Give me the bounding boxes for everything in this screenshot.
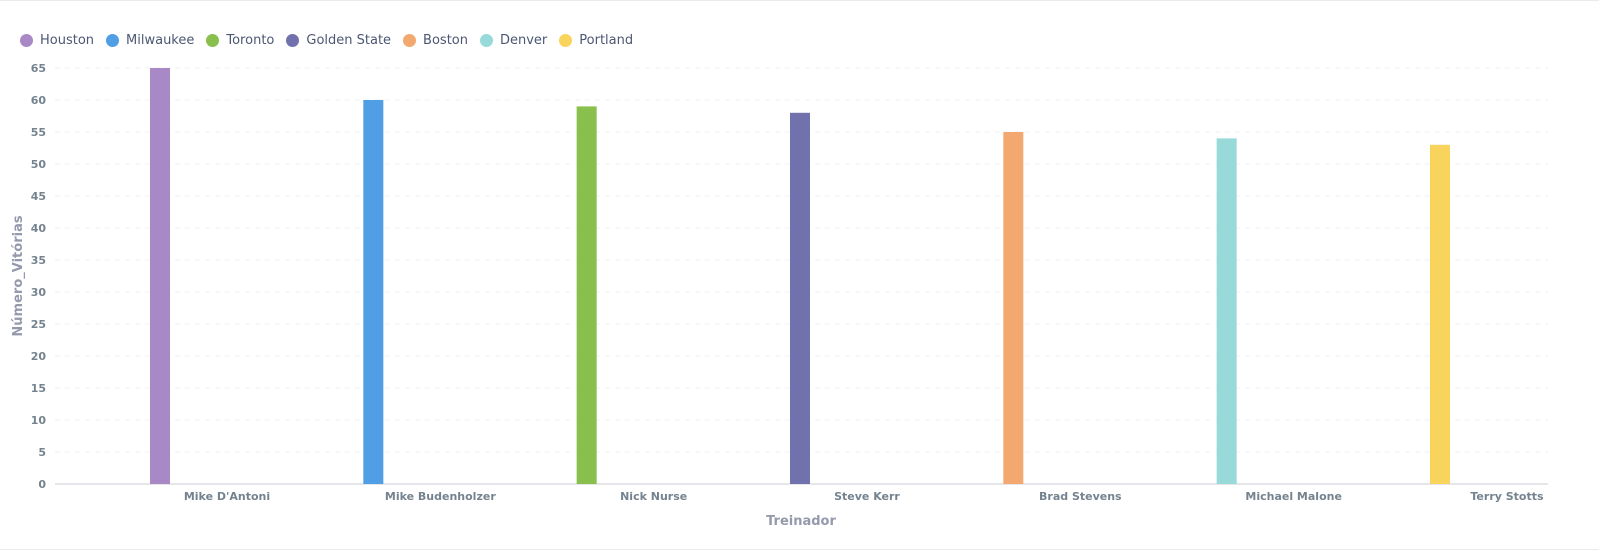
- bar: [1429, 144, 1450, 485]
- y-tick-label: 25: [31, 318, 46, 331]
- x-axis-title: Treinador: [766, 514, 836, 529]
- y-tick-label: 65: [31, 62, 46, 75]
- y-tick-label: 35: [31, 254, 46, 267]
- legend-item[interactable]: Houston: [20, 33, 94, 48]
- legend-item[interactable]: Toronto: [206, 33, 274, 48]
- legend-dot-icon: [559, 33, 573, 47]
- y-axis-title: Número_Vitórias: [11, 215, 26, 336]
- x-tick-label: Brad Stevens: [1039, 490, 1122, 503]
- legend: Houston Milwaukee Toronto Golden State Bosto…: [20, 31, 645, 49]
- legend-item[interactable]: Denver: [479, 32, 548, 48]
- x-tick-label: Steve Kerr: [834, 490, 900, 503]
- legend-dot-icon: [20, 33, 33, 47]
- legend-dot-icon: [206, 33, 220, 47]
- legend-item[interactable]: Portland: [559, 33, 633, 48]
- legend-item[interactable]: Milwaukee: [106, 33, 194, 48]
- y-tick-label: 55: [31, 126, 46, 139]
- y-tick-label: 45: [31, 190, 46, 203]
- bar: [150, 68, 170, 484]
- bar: [363, 100, 384, 484]
- y-tick-label: 30: [31, 286, 47, 299]
- y-tick-label: 10: [31, 414, 47, 427]
- x-tick-label: Mike D'Antoni: [184, 490, 270, 503]
- x-tick-label: Nick Nurse: [620, 490, 687, 503]
- y-tick-label: 40: [31, 222, 47, 235]
- y-tick-label: 0: [38, 478, 46, 491]
- y-tick-label: 15: [31, 382, 46, 395]
- legend-dot-icon: [286, 33, 300, 47]
- legend-label: Portland: [579, 32, 634, 48]
- legend-item[interactable]: Boston: [403, 33, 468, 48]
- legend-item[interactable]: Golden State: [286, 33, 391, 48]
- legend-dot-icon: [403, 33, 417, 47]
- x-tick-label: Michael Malone: [1245, 490, 1342, 503]
- x-tick-label: Mike Budenholzer: [385, 490, 496, 503]
- legend-label: Golden State: [306, 32, 392, 48]
- bar: [576, 106, 597, 485]
- legend-label: Milwaukee: [126, 32, 195, 48]
- x-tick-label: Terry Stotts: [1470, 490, 1544, 503]
- y-tick-label: 50: [31, 158, 47, 171]
- legend-label: Denver: [499, 32, 548, 48]
- bar: [1216, 138, 1237, 484]
- legend-label: Houston: [40, 32, 95, 48]
- y-tick-label: 5: [38, 446, 46, 459]
- legend-label: Boston: [423, 32, 468, 48]
- legend-label: Toronto: [226, 32, 275, 48]
- legend-dot-icon: [106, 33, 120, 47]
- y-tick-label: 60: [31, 94, 47, 107]
- y-tick-label: 20: [31, 350, 47, 363]
- bar: [789, 112, 810, 485]
- legend-dot-icon: [479, 33, 493, 47]
- bar: [1003, 132, 1024, 484]
